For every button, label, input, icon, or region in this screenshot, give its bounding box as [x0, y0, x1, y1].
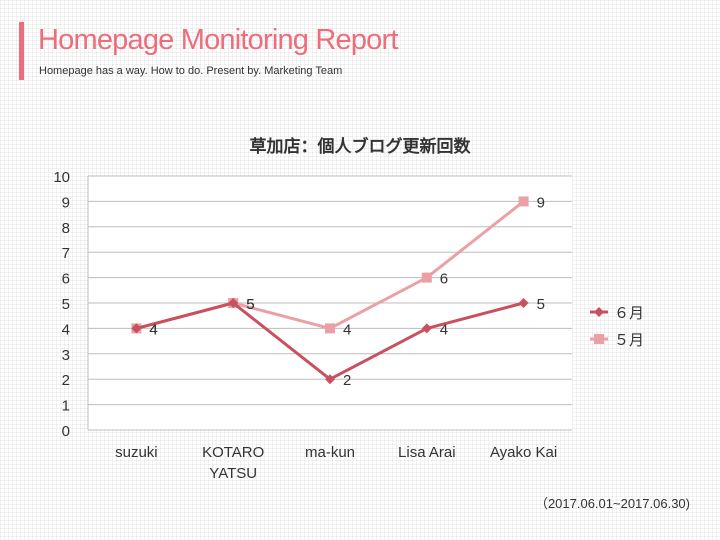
- x-tick-label: Lisa Arai: [398, 444, 456, 461]
- x-tick-label: Ayako Kai: [490, 444, 557, 461]
- data-point: [518, 298, 529, 308]
- data-label: 9: [537, 194, 545, 211]
- y-tick-label: 9: [62, 194, 70, 211]
- data-point: [518, 196, 529, 207]
- y-tick-label: 6: [62, 271, 70, 288]
- y-tick-label: 1: [62, 398, 70, 415]
- data-label: 5: [246, 296, 254, 313]
- data-point: [421, 272, 432, 283]
- y-tick-label: 10: [53, 169, 70, 186]
- data-point: [131, 323, 142, 334]
- data-label: 4: [149, 321, 157, 338]
- report-period: （2017.06.01~2017.06.30): [534, 496, 690, 511]
- data-label: 5: [246, 296, 254, 313]
- data-label: 4: [343, 321, 351, 338]
- page-title: Homepage Monitoring Report: [38, 24, 398, 56]
- x-tick-label: YATSU: [209, 465, 257, 482]
- legend-label: ５月: [614, 332, 644, 349]
- x-tick-label: ma-kun: [305, 444, 355, 461]
- data-point: [228, 298, 239, 308]
- data-label: 4: [149, 321, 157, 338]
- y-tick-label: 3: [62, 347, 70, 364]
- page-subtitle: Homepage has a way. How to do. Present b…: [39, 65, 343, 77]
- data-label: 5: [537, 296, 545, 313]
- data-point: [421, 323, 432, 334]
- y-tick-label: 2: [62, 372, 70, 389]
- data-point: [325, 323, 335, 334]
- legend-marker: [594, 307, 604, 317]
- x-tick-label: suzuki: [115, 444, 158, 461]
- data-label: 2: [343, 372, 351, 389]
- data-label: 4: [440, 321, 448, 338]
- y-tick-label: 4: [62, 321, 70, 338]
- data-point: [325, 374, 335, 385]
- y-tick-label: 5: [62, 296, 70, 313]
- data-label: 6: [440, 271, 448, 288]
- legend-marker: [594, 334, 604, 344]
- accent-bar: [19, 22, 24, 80]
- legend-label: ６月: [614, 305, 644, 322]
- chart-title: 草加店：個人ブログ更新回数: [249, 137, 471, 157]
- y-tick-label: 8: [62, 220, 70, 237]
- y-tick-label: 0: [62, 423, 70, 440]
- y-tick-label: 7: [62, 245, 70, 262]
- x-tick-label: KOTARO: [202, 444, 264, 461]
